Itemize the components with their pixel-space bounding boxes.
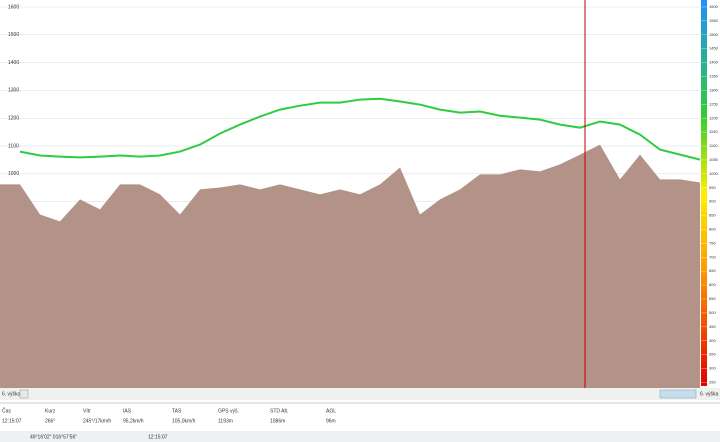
y-tick-label: 1500 <box>8 32 19 38</box>
colorbar-label: 800 <box>709 227 716 232</box>
colorbar-label: 1000 <box>709 171 719 176</box>
colorbar-label: 300 <box>709 366 716 371</box>
altitude-line <box>19 97 701 161</box>
colorbar-label: 500 <box>709 310 716 315</box>
colorbar-label: 1100 <box>709 143 718 148</box>
colorbar-label: 1500 <box>709 32 719 37</box>
colorbar-label: 900 <box>709 199 716 204</box>
colorbar-label: 650 <box>709 268 716 273</box>
colorbar-label: 1050 <box>709 157 719 162</box>
colorbar-label: 250 <box>709 379 716 384</box>
scroll-label: 6. výška <box>2 391 21 397</box>
table-cell: 95,2km/h <box>123 418 144 424</box>
table-cell: 96m <box>326 418 336 424</box>
scroll-row <box>0 388 720 400</box>
scroll-label: 6. výška <box>700 391 719 397</box>
colorbar-label: 1250 <box>709 101 719 106</box>
status-time: 12:15:07 <box>148 434 168 440</box>
table-cell: 1193m <box>218 418 233 424</box>
table-cell: 12:15:07 <box>2 418 22 424</box>
y-tick-label: 1400 <box>8 60 19 66</box>
table-header: Vítr <box>83 408 91 414</box>
colorbar-label: 350 <box>709 352 716 357</box>
table-header: TAS <box>172 408 182 414</box>
table-header: Čas <box>2 407 11 414</box>
table-cell: 1086m <box>270 418 285 424</box>
colorbar-label: 1350 <box>709 74 719 79</box>
table-header: STD Alt. <box>270 408 288 414</box>
y-tick-label: 1600 <box>8 4 19 10</box>
colorbar-label: 550 <box>709 296 716 301</box>
table-cell: 105,0km/h <box>172 418 196 424</box>
y-tick-label: 1000 <box>8 171 19 177</box>
colorbar-label: 750 <box>709 240 716 245</box>
colorbar-label: 1400 <box>709 60 719 65</box>
status-coords: 49°16'02" 016°57'56" <box>30 434 77 440</box>
colorbar-label: 400 <box>709 338 716 343</box>
colorbar-label: 1200 <box>709 115 719 120</box>
colorbar-label: 1450 <box>709 46 719 51</box>
y-tick-label: 1200 <box>8 116 19 122</box>
y-tick-label: 1100 <box>8 143 19 149</box>
color-scale <box>701 0 707 386</box>
table-cell: 266° <box>45 418 55 424</box>
colorbar-label: 600 <box>709 282 716 287</box>
table-cell: 245°/17km/h <box>83 418 111 424</box>
colorbar-label: 950 <box>709 185 716 190</box>
colorbar-label: 450 <box>709 324 716 329</box>
table-header: AGL <box>326 408 336 414</box>
colorbar-label: 1550 <box>709 18 719 23</box>
terrain-area <box>0 144 700 388</box>
colorbar-label: 1150 <box>709 129 718 134</box>
table-header: IAS <box>123 408 132 414</box>
colorbar-label: 1300 <box>709 87 719 92</box>
scroll-button[interactable] <box>19 389 29 399</box>
colorbar-label: 850 <box>709 213 716 218</box>
scroll-thumb[interactable] <box>659 389 697 399</box>
table-header: GPS výš. <box>218 408 239 414</box>
colorbar-label: 700 <box>709 254 716 259</box>
colorbar-label: 1600 <box>709 4 719 9</box>
y-tick-label: 1300 <box>8 88 19 94</box>
status-bar <box>0 431 720 442</box>
table-header: Kurz <box>45 408 56 414</box>
